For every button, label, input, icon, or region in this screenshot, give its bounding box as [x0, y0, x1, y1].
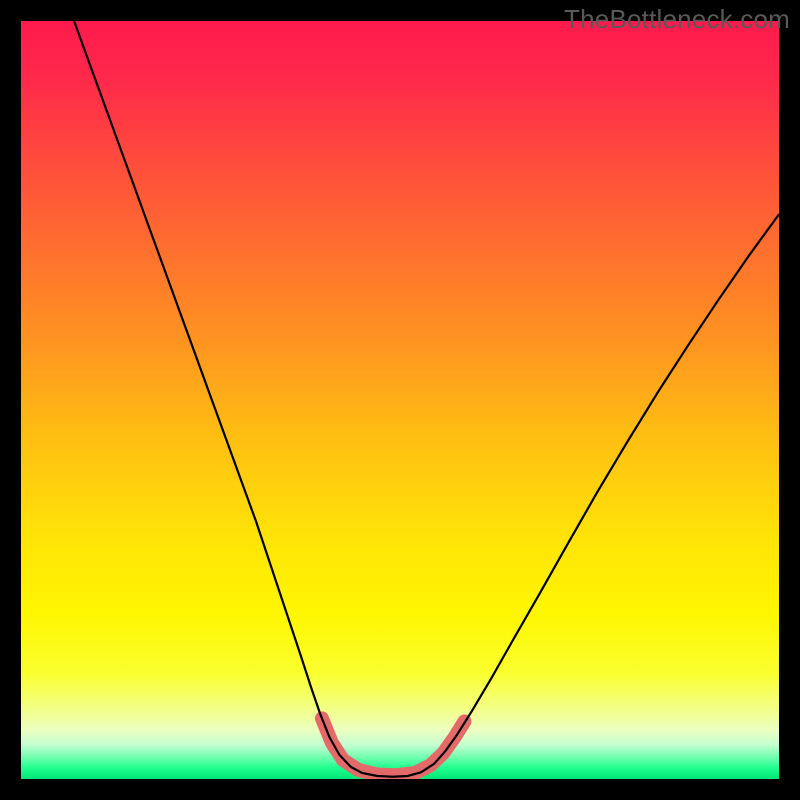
plot-background: [21, 21, 779, 779]
bottleneck-chart: [0, 0, 800, 800]
watermark-text: TheBottleneck.com: [564, 4, 790, 35]
